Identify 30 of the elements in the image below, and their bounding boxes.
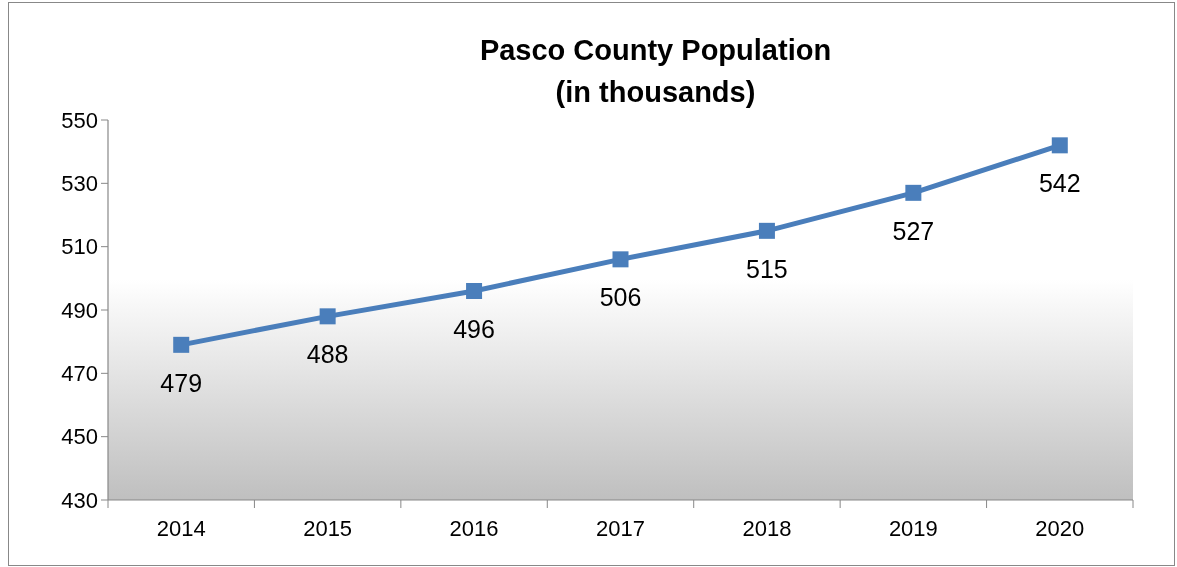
point	[758, 222, 775, 239]
point	[173, 336, 190, 353]
point	[1051, 137, 1068, 154]
y-tick-label: 530	[61, 171, 98, 197]
data-label: 488	[306, 340, 349, 369]
y-tick-label: 470	[61, 361, 98, 387]
x-tick-label: 2017	[596, 516, 645, 541]
y-tick-label: 550	[61, 107, 98, 133]
data-label: 496	[453, 315, 495, 343]
y-tick-label: 490	[61, 297, 98, 323]
y-tick-label: 450	[61, 424, 98, 450]
x-tick-label: 2014	[156, 516, 206, 541]
chart-title: Pasco County Population	[479, 34, 832, 66]
data-label: 527	[892, 216, 935, 245]
y-tick-label: 430	[61, 487, 98, 513]
point	[319, 308, 336, 325]
data-label: 479	[160, 368, 203, 397]
point	[905, 184, 922, 201]
data-label: 506	[599, 283, 642, 312]
x-tick-label: 2016	[449, 516, 499, 541]
data-label: 515	[746, 254, 788, 283]
x-tick-label: 2015	[303, 516, 353, 541]
point	[466, 283, 483, 299]
x-tick-label: 2018	[742, 516, 792, 541]
y-tick-label: 510	[61, 234, 98, 260]
x-tick-label: 2019	[888, 516, 938, 541]
chart-subtitle: (in thousands)	[555, 76, 756, 108]
point	[612, 251, 629, 268]
data-label: 542	[1038, 169, 1081, 198]
x-tick-label: 2020	[1035, 516, 1085, 541]
